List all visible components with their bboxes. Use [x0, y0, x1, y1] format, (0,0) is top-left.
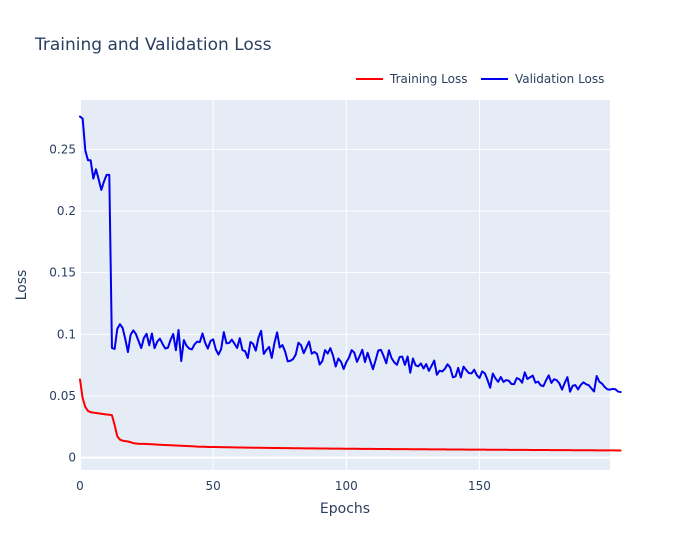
y-tick-label-0-25: 0.25 [49, 142, 76, 156]
x-tick-label-0: 0 [76, 479, 84, 493]
legend-item-validation-loss[interactable]: Validation Loss [481, 72, 604, 86]
series-layer [79, 115, 622, 452]
y-tick-label-0-2: 0.2 [57, 204, 76, 218]
y-tick-label-0-1: 0.1 [57, 327, 76, 341]
x-gridlines [79, 100, 480, 470]
y-tick-labels: 0 0.05 0.1 0.15 0.2 0.25 [49, 142, 76, 464]
legend: Training Loss Validation Loss [356, 72, 604, 86]
x-axis-label: Epochs [320, 501, 370, 517]
plot-area [80, 100, 610, 470]
x-tick-labels: 0 50 100 150 [76, 479, 491, 493]
y-gridlines [80, 148, 610, 459]
legend-item-training-loss[interactable]: Training Loss [356, 72, 467, 86]
validation-loss-legend-label: Validation Loss [515, 72, 604, 86]
chart-title: Training and Validation Loss [34, 35, 272, 55]
y-tick-label-0-05: 0.05 [49, 389, 76, 403]
validation-loss-series [79, 115, 622, 394]
y-axis-label: Loss [14, 270, 30, 301]
x-tick-label-50: 50 [206, 479, 221, 493]
y-tick-label-0: 0 [68, 451, 76, 465]
x-tick-label-100: 100 [335, 479, 358, 493]
training-loss-series [79, 378, 622, 452]
y-tick-label-0-15: 0.15 [49, 266, 76, 280]
training-loss-legend-label: Training Loss [389, 72, 467, 86]
x-tick-label-150: 150 [468, 479, 491, 493]
